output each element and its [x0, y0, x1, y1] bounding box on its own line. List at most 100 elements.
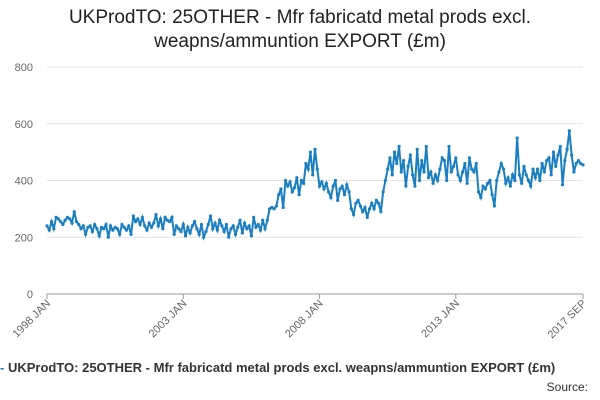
point [554, 164, 558, 168]
point [529, 184, 533, 188]
point [340, 184, 344, 188]
point [193, 220, 197, 224]
point [445, 178, 449, 183]
point [524, 173, 528, 177]
point [79, 227, 83, 231]
point [215, 228, 219, 232]
point [338, 187, 342, 191]
point [386, 167, 390, 171]
point [313, 147, 317, 151]
point [376, 201, 381, 205]
legend-swatch: - [0, 360, 8, 375]
point [315, 167, 319, 171]
y-tick-label: 800 [15, 62, 33, 74]
point [431, 181, 435, 185]
point [283, 178, 288, 183]
point [481, 184, 485, 188]
point [388, 156, 392, 160]
point [535, 167, 540, 171]
point [574, 161, 578, 166]
x-tick-label: 2003 JAN [147, 298, 190, 341]
point [240, 231, 244, 235]
point [161, 227, 165, 231]
point [218, 218, 222, 222]
point [408, 153, 412, 157]
point [72, 210, 76, 214]
point [429, 170, 433, 174]
point [449, 170, 453, 174]
point [551, 150, 556, 154]
point [560, 183, 565, 187]
point [476, 190, 481, 194]
point [302, 181, 306, 185]
point [352, 212, 356, 217]
point [383, 178, 388, 183]
y-tick-label: 600 [15, 119, 33, 131]
point [181, 222, 185, 227]
point [354, 201, 358, 205]
point [272, 207, 276, 211]
point [413, 184, 417, 188]
point [495, 178, 499, 183]
point [515, 136, 519, 140]
point [263, 227, 267, 231]
point [290, 190, 294, 194]
point [88, 224, 92, 228]
point [147, 221, 151, 225]
point [252, 215, 256, 219]
point [74, 220, 79, 224]
point [401, 159, 406, 163]
series-line [46, 130, 584, 241]
point [311, 173, 315, 177]
point [558, 144, 562, 149]
point [461, 170, 465, 174]
point [190, 224, 194, 228]
point [492, 204, 497, 208]
point [213, 221, 217, 225]
point [202, 235, 206, 239]
point [149, 225, 154, 229]
point [245, 227, 249, 231]
point [118, 232, 122, 237]
point [379, 210, 383, 214]
point [470, 167, 474, 171]
point [506, 176, 510, 180]
point [329, 195, 333, 200]
point [197, 232, 201, 237]
point [236, 225, 240, 229]
point [458, 178, 462, 183]
y-tick-label: 200 [15, 232, 33, 244]
point [399, 170, 403, 174]
point [188, 231, 192, 235]
point [279, 187, 283, 191]
point [472, 170, 476, 174]
point [97, 234, 101, 238]
point [129, 232, 133, 237]
point [90, 229, 95, 234]
point [222, 229, 226, 234]
point [124, 228, 129, 232]
point [345, 183, 349, 187]
point [277, 193, 281, 197]
point [504, 181, 508, 185]
point [513, 178, 517, 183]
point [374, 198, 378, 202]
point [233, 232, 238, 237]
point [331, 184, 335, 188]
legend-label: UKProdTO: 25OTHER - Mfr fabricatd metal … [7, 360, 556, 375]
point [122, 225, 126, 229]
point [254, 225, 258, 229]
point [570, 153, 574, 157]
point [211, 227, 215, 231]
point [297, 193, 301, 197]
point [576, 159, 581, 163]
point [556, 153, 560, 157]
point [370, 201, 374, 205]
point [510, 173, 515, 177]
point [258, 228, 263, 232]
point [563, 159, 567, 163]
point [426, 176, 431, 180]
point [567, 129, 571, 133]
point [249, 234, 254, 238]
